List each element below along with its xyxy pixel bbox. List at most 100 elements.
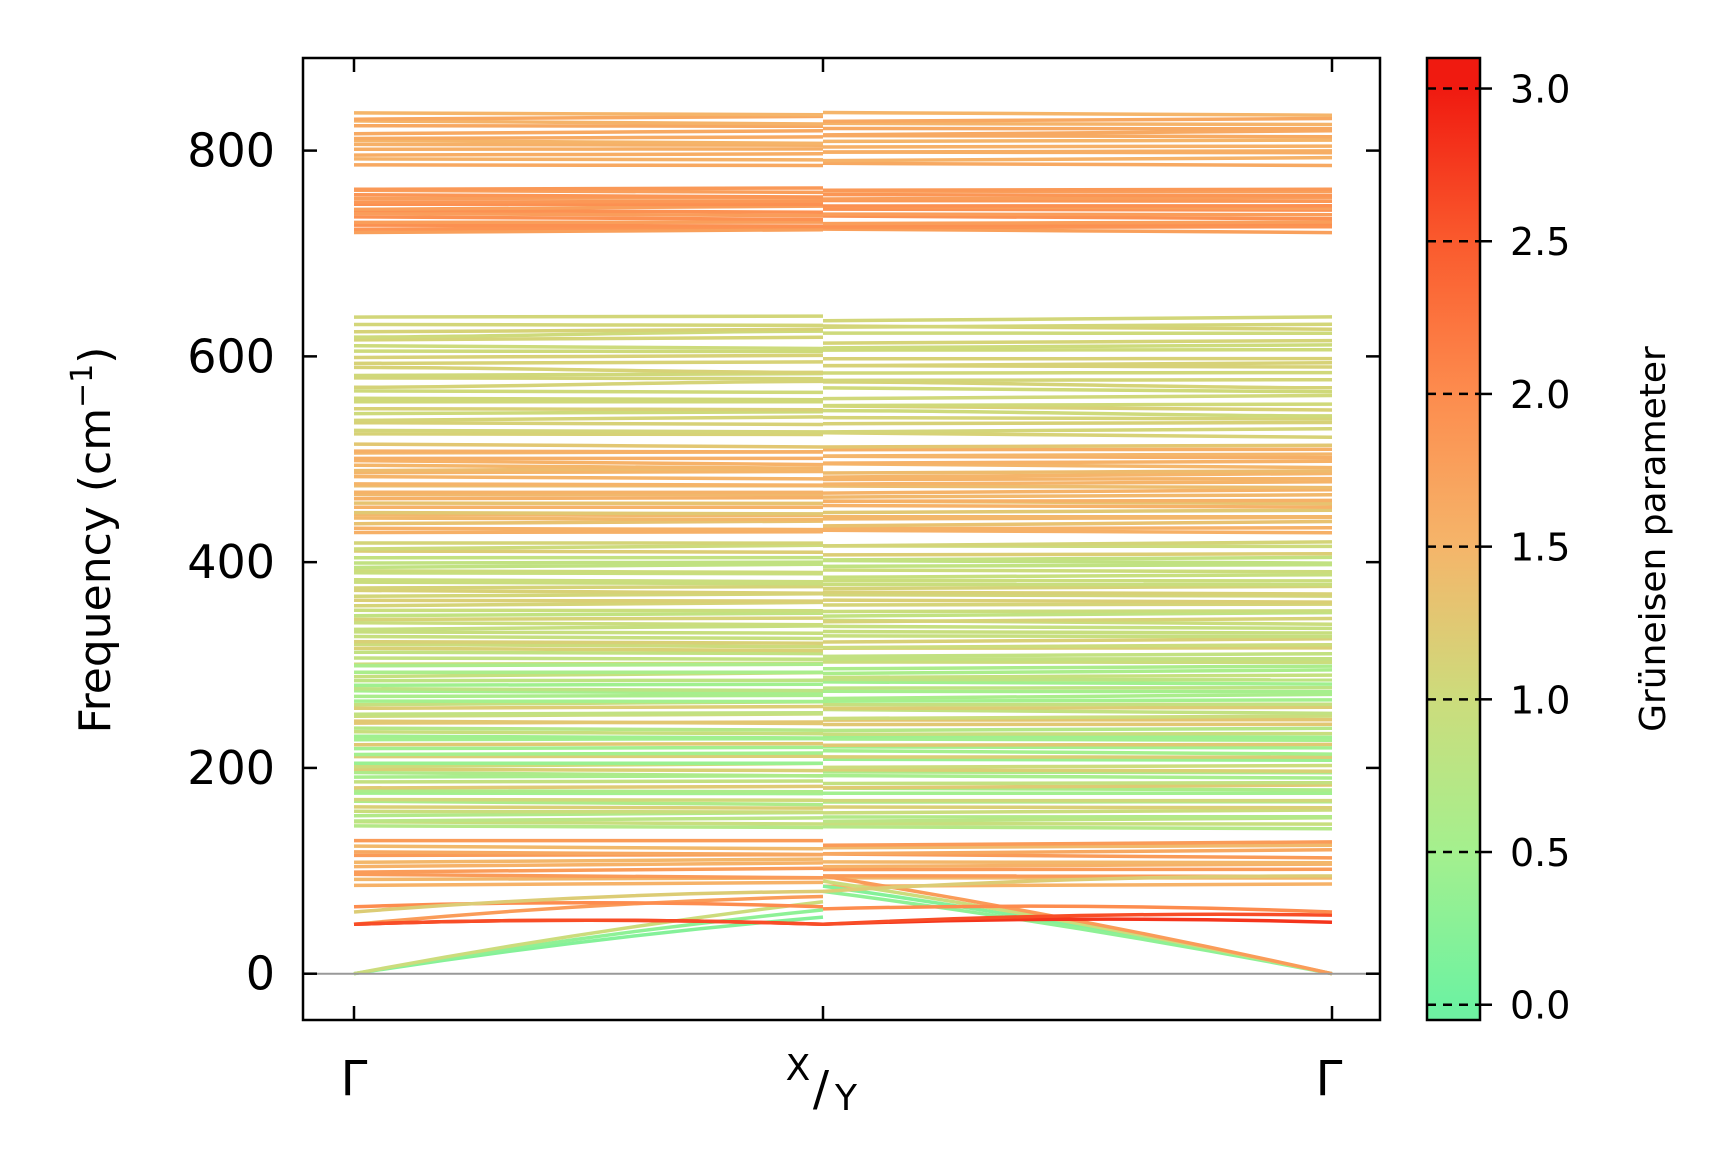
band-line xyxy=(822,110,1333,117)
x-tick-label-gamma-end: Γ xyxy=(1316,1051,1343,1107)
band-line xyxy=(353,562,824,570)
band-line xyxy=(822,377,1333,383)
band-line xyxy=(822,726,1333,733)
band-line xyxy=(353,389,824,395)
band-line xyxy=(353,693,824,699)
band-line xyxy=(822,402,1333,408)
band-line xyxy=(353,409,824,416)
acoustic-band-line xyxy=(353,899,824,976)
band-line xyxy=(353,624,824,632)
band-line xyxy=(353,123,824,129)
colorbar-ticks: 0.0 0.5 1.0 1.5 2.0 2.5 3.0 xyxy=(1427,68,1570,1028)
band-line xyxy=(353,634,824,641)
band-line xyxy=(822,624,1333,631)
band-line xyxy=(822,731,1333,737)
band-line xyxy=(353,650,824,656)
y-tick-label: 200 xyxy=(187,741,275,795)
band-line xyxy=(353,406,824,412)
acoustic-band-line xyxy=(822,904,1333,914)
band-line xyxy=(822,592,1333,598)
band-line xyxy=(822,343,1333,350)
band-line xyxy=(353,598,824,603)
colorbar-tick-label: 0.5 xyxy=(1510,831,1570,875)
band-line xyxy=(822,552,1333,557)
band-line xyxy=(822,702,1333,707)
band-line xyxy=(822,443,1333,449)
y-axis-label: Frequency (cm−1) xyxy=(65,347,121,734)
band-line xyxy=(822,742,1333,747)
band-line xyxy=(353,543,824,551)
x-tick-label-gamma-start: Γ xyxy=(341,1051,368,1107)
band-line xyxy=(822,609,1333,614)
band-line xyxy=(353,620,824,627)
band-line xyxy=(822,484,1333,490)
band-line xyxy=(353,784,824,790)
band-line xyxy=(353,474,824,481)
band-line xyxy=(822,862,1333,869)
band-line xyxy=(822,673,1333,680)
band-line xyxy=(353,111,824,117)
band-line xyxy=(822,805,1333,810)
band-line xyxy=(822,629,1333,635)
band-line xyxy=(353,199,824,204)
band-line xyxy=(822,315,1333,323)
band-line xyxy=(822,393,1333,401)
band-line xyxy=(353,163,824,168)
band-line xyxy=(822,763,1333,770)
band-line xyxy=(353,751,824,757)
band-line xyxy=(353,857,824,865)
band-line xyxy=(353,329,824,339)
x-tick-label-y: Y xyxy=(834,1078,858,1119)
band-line xyxy=(822,734,1333,740)
band-line xyxy=(822,480,1333,486)
acoustic-band-line xyxy=(822,889,1333,976)
y-tick-label: 600 xyxy=(187,329,275,383)
band-line xyxy=(353,458,824,467)
band-line xyxy=(822,361,1333,368)
band-line xyxy=(822,525,1333,531)
band-line xyxy=(353,805,824,810)
band-line xyxy=(822,121,1333,127)
band-line xyxy=(822,568,1333,574)
x-tick-label-slash: / xyxy=(813,1061,830,1117)
acoustic-band-line xyxy=(353,894,824,927)
band-line xyxy=(353,516,824,522)
band-line xyxy=(822,783,1333,790)
band-line xyxy=(822,508,1333,515)
band-line xyxy=(822,698,1333,703)
band-line xyxy=(353,396,824,402)
band-line xyxy=(353,791,824,796)
band-line xyxy=(822,452,1333,458)
band-line xyxy=(353,119,824,126)
band-line xyxy=(822,138,1333,144)
band-line xyxy=(822,677,1333,682)
colorbar-label: Grüneisen parameter xyxy=(1633,346,1674,732)
band-line xyxy=(353,365,824,375)
band-line xyxy=(822,664,1333,671)
band-line xyxy=(822,187,1333,192)
band-line xyxy=(353,600,824,608)
band-line xyxy=(353,770,824,778)
band-line xyxy=(822,590,1333,596)
band-line xyxy=(353,510,824,516)
band-line xyxy=(822,493,1333,499)
band-line xyxy=(822,420,1333,426)
band-line xyxy=(353,495,824,501)
band-line xyxy=(353,376,824,381)
y-tick-label: 0 xyxy=(246,947,275,1001)
band-line xyxy=(353,442,824,449)
band-line xyxy=(822,519,1333,528)
band-line xyxy=(353,704,824,711)
band-line xyxy=(822,116,1333,124)
y-axis-ticks: 0 200 400 600 800 xyxy=(187,124,1380,1001)
band-line xyxy=(822,768,1333,773)
band-line xyxy=(353,135,824,141)
band-line xyxy=(822,224,1333,230)
band-line xyxy=(822,161,1333,168)
band-line xyxy=(353,686,824,693)
band-line xyxy=(353,861,824,869)
band-line xyxy=(822,227,1333,235)
colorbar xyxy=(1425,56,1482,1022)
band-line xyxy=(822,637,1333,644)
band-line xyxy=(353,630,824,635)
